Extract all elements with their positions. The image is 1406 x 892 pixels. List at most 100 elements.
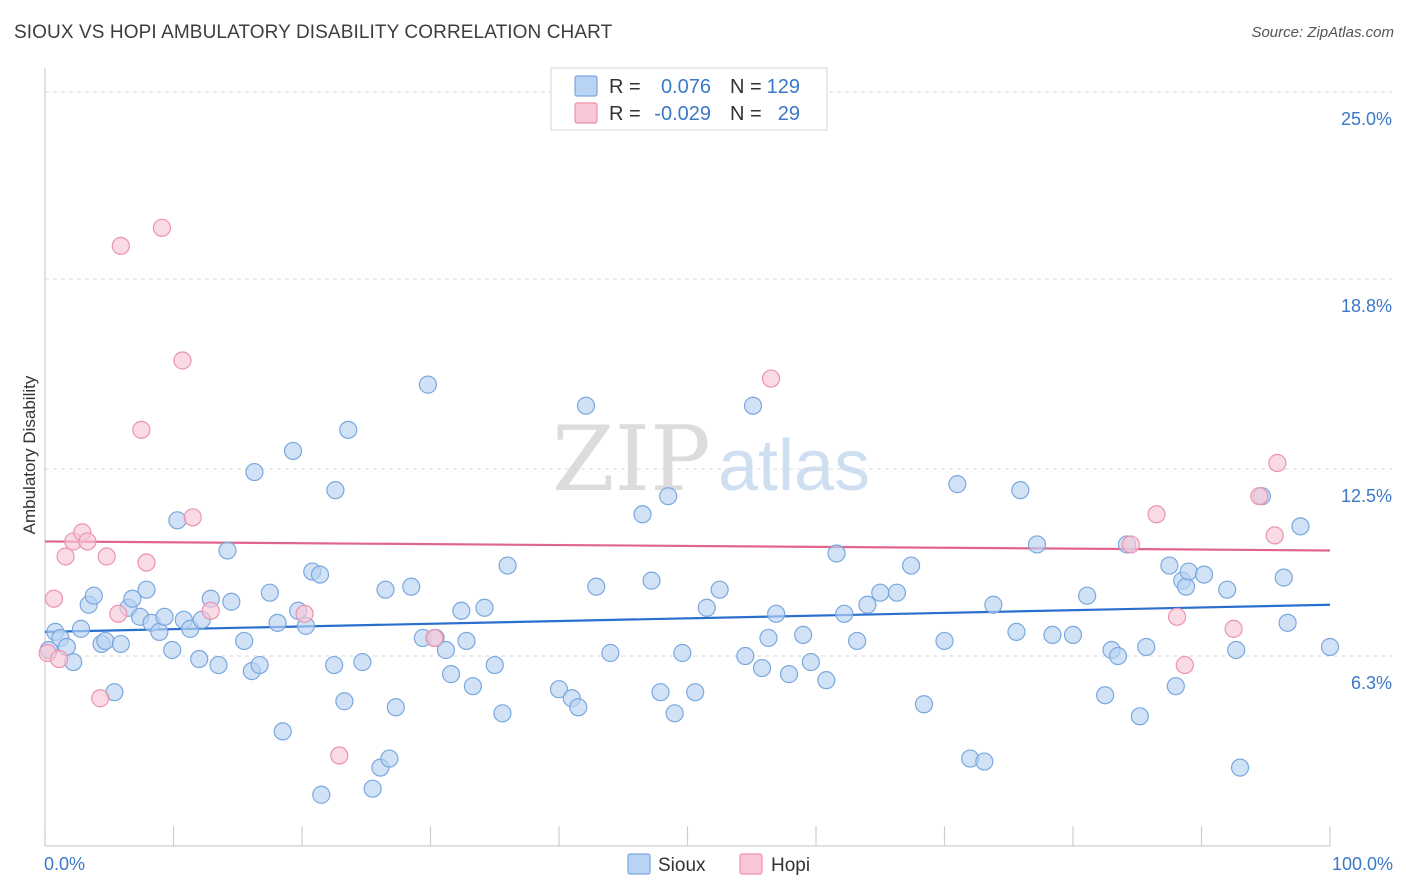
legend-r-label-hopi: R = [609,103,641,125]
point-sioux [402,577,421,596]
point-hopi [137,553,156,572]
legend-swatch-hopi [574,102,598,124]
watermark: ZIP atlas [552,407,870,512]
point-hopi [78,532,97,551]
point-sioux [779,665,799,684]
legend-r-label-sioux: R = [609,76,641,98]
point-hopi [183,508,202,527]
point-hopi [173,351,192,370]
point-sioux [353,652,372,672]
point-sioux [485,655,504,675]
point-sioux [914,695,934,714]
point-sioux [325,655,344,675]
grid-lines [45,91,1392,657]
point-sioux [310,565,330,584]
point-sioux [84,586,103,605]
point-sioux [1108,646,1128,666]
point-sioux [235,631,254,651]
point-sioux [452,601,471,620]
data-points [38,218,1340,804]
y-tick-label: 12.5% [1341,486,1392,506]
point-sioux [111,634,130,654]
point-sioux [137,580,156,599]
point-sioux [335,692,354,711]
point-hopi [152,218,172,237]
series-legend-swatch-hopi [739,853,763,875]
y-tick-label: 25.0% [1341,109,1392,129]
point-sioux [901,556,921,575]
point-sioux [827,544,846,563]
series-legend: Sioux Hopi [627,853,810,876]
point-sioux [268,613,287,632]
legend-n-label-sioux: N = [730,76,762,98]
point-sioux [312,785,331,804]
point-sioux [665,704,684,723]
point-sioux [887,583,907,602]
point-hopi [1250,487,1269,506]
point-sioux [767,604,786,623]
source-label: Source: ZipAtlas.com [1251,24,1394,41]
point-sioux [283,441,303,461]
point-hopi [1121,535,1140,554]
point-sioux [1027,535,1047,554]
point-sioux [441,665,461,684]
point-hopi [425,628,444,648]
point-sioux [659,487,678,506]
point-sioux [587,577,606,596]
point-hopi [201,601,220,620]
legend-r-value-sioux: 0.076 [661,76,711,98]
point-sioux [975,752,994,771]
x-tick-label-max: 100.0% [1332,854,1393,874]
point-sioux [835,604,854,623]
trend-lines [44,540,1331,633]
series-legend-label-hopi: Hopi [771,855,810,876]
correlation-legend: R = 0.076 N = 129 R = -0.029 N = 29 [550,67,828,131]
point-hopi [295,604,314,623]
point-hopi [109,604,128,623]
point-hopi [97,547,116,566]
point-sioux [190,649,209,669]
point-sioux [752,658,772,678]
point-sioux [1218,580,1237,599]
point-sioux [697,598,716,617]
point-sioux [1130,707,1149,726]
point-sioux [222,592,241,611]
point-sioux [817,671,836,690]
legend-n-value-sioux: 129 [767,76,800,98]
point-sioux [163,640,182,660]
point-sioux [984,595,1003,614]
point-sioux [1274,568,1293,587]
point-hopi [111,236,130,255]
point-sioux [759,628,778,648]
point-sioux [549,680,569,699]
point-sioux [339,420,358,439]
point-sioux [569,698,588,717]
point-hopi [1167,607,1187,626]
point-sioux [376,580,395,599]
point-sioux [794,625,813,645]
point-sioux [326,481,345,500]
point-sioux [498,556,517,575]
point-sioux [475,598,494,617]
point-sioux [250,655,269,675]
y-axis-label: Ambulatory Disability [20,375,39,534]
point-hopi [1224,619,1243,638]
point-sioux [463,677,483,696]
watermark-atlas: atlas [718,426,870,506]
point-sioux [848,631,867,651]
point-sioux [1078,586,1097,605]
tick-labels: 6.3% 12.5% 18.8% 25.0% 0.0% 100.0% [44,109,1393,874]
point-sioux [673,643,692,663]
point-sioux [150,622,169,641]
point-sioux [601,643,620,663]
point-sioux [1007,622,1026,641]
point-sioux [1166,677,1185,696]
point-sioux [736,646,755,666]
point-hopi [91,689,110,708]
point-hopi [1265,526,1284,545]
point-sioux [96,631,115,651]
point-sioux [155,607,174,626]
legend-r-value-hopi: -0.029 [654,103,711,125]
trend-line-sioux [44,603,1331,633]
point-sioux [1278,613,1297,632]
